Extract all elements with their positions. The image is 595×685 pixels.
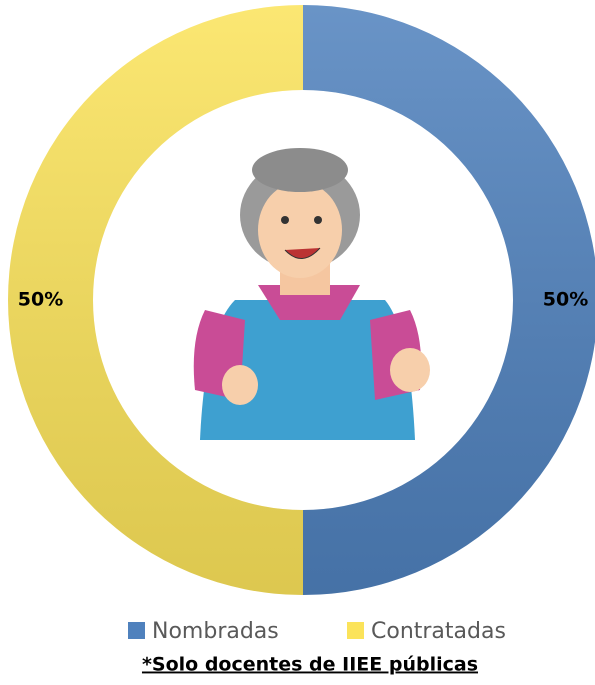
teacher-illustration	[193, 148, 430, 440]
legend-label: Nombradas	[152, 619, 279, 644]
slice-shade	[303, 5, 595, 595]
legend: Nombradas Contratadas	[128, 619, 506, 644]
legend-swatch	[347, 622, 364, 639]
legend-swatch	[128, 622, 145, 639]
legend-label: Contratadas	[371, 619, 506, 644]
footnote: *Solo docentes de IIEE públicas	[142, 654, 478, 676]
data-label: 50%	[543, 289, 588, 311]
donut: 50% 50%	[8, 5, 595, 595]
slice-shade	[8, 5, 303, 595]
data-label: 50%	[18, 289, 63, 311]
